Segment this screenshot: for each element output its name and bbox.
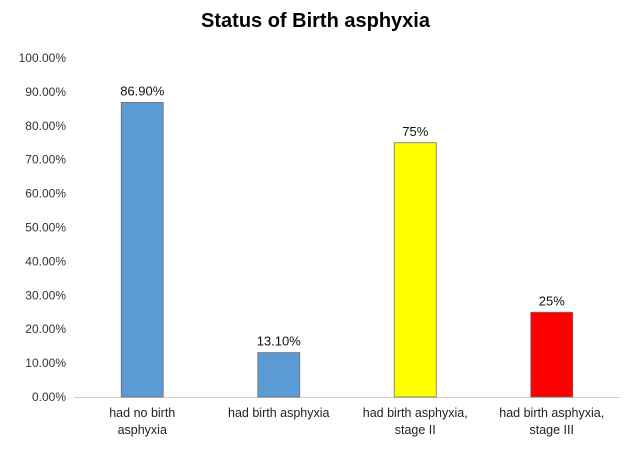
bar xyxy=(530,311,574,398)
bar xyxy=(120,102,164,398)
y-tick-label: 100.00% xyxy=(19,51,67,65)
y-tick-label: 90.00% xyxy=(25,85,66,99)
category-label-line: had birth asphyxia, xyxy=(499,406,604,420)
y-tick-label: 60.00% xyxy=(25,187,66,201)
data-label: 75% xyxy=(402,124,428,139)
bar xyxy=(393,142,437,398)
category-label: had birth asphyxia xyxy=(228,406,330,420)
category-label-line: had birth asphyxia xyxy=(228,406,330,420)
y-tick-label: 80.00% xyxy=(25,119,66,133)
data-label: 86.90% xyxy=(120,83,165,98)
data-label: 13.10% xyxy=(257,334,302,349)
y-tick-label: 30.00% xyxy=(25,288,66,302)
y-tick-label: 50.00% xyxy=(25,221,66,235)
data-label: 25% xyxy=(539,293,565,308)
category-label: had birth asphyxia, stage III xyxy=(499,406,604,437)
category-label: had birth asphyxia, stage II xyxy=(363,406,468,437)
category-label-line: stage III xyxy=(530,423,574,437)
y-tick-label: 40.00% xyxy=(25,254,66,268)
category-label-line: stage II xyxy=(395,423,436,437)
bar xyxy=(257,352,301,398)
category-label-line: asphyxia xyxy=(118,423,167,437)
category-label: had no birth asphyxia xyxy=(109,406,175,437)
y-tick-label: 0.00% xyxy=(32,390,66,404)
category-label-line: had no birth xyxy=(109,406,175,420)
y-tick-label: 70.00% xyxy=(25,153,66,167)
chart-title: Status of Birth asphyxia xyxy=(201,10,430,32)
y-tick-label: 20.00% xyxy=(25,322,66,336)
y-tick-label: 10.00% xyxy=(25,356,66,370)
category-label-line: had birth asphyxia, xyxy=(363,406,468,420)
